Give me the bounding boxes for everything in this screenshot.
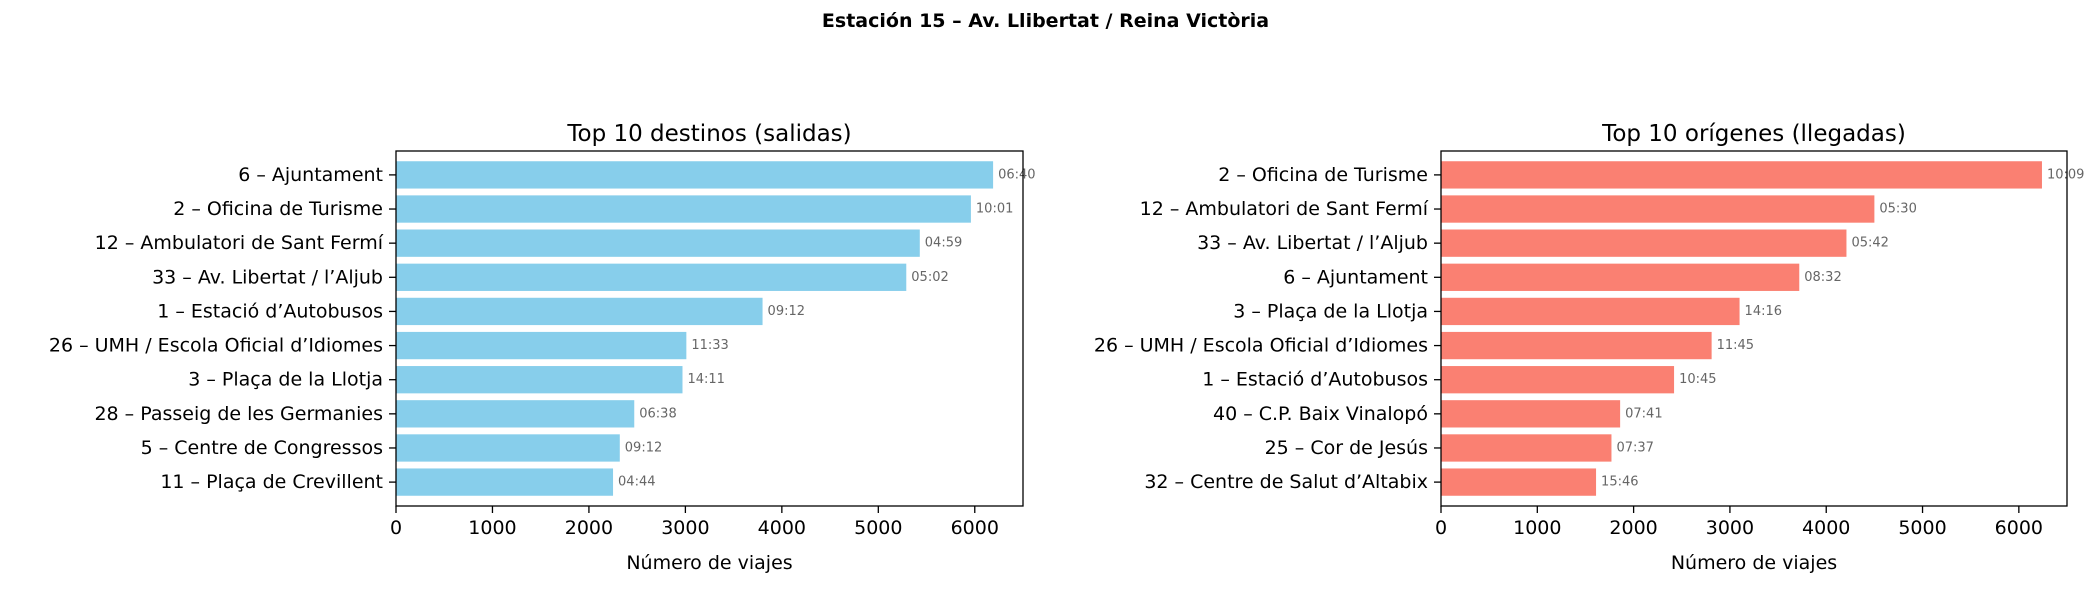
- bar: [1441, 297, 1740, 326]
- bar-value-label: 04:44: [618, 475, 655, 490]
- x-tick-label: 2000: [565, 517, 613, 539]
- page-title: Estación 15 – Av. Llibertat / Reina Vict…: [821, 10, 1270, 32]
- bar-value-label: 14:16: [1745, 304, 1782, 319]
- category-label: 40 – C.P. Baix Vinalopó: [1213, 403, 1428, 425]
- bar-value-label: 04:59: [925, 236, 962, 251]
- bar: [396, 195, 971, 223]
- bar: [396, 297, 763, 326]
- bar: [396, 468, 614, 496]
- bar-value-label: 10:45: [1679, 372, 1716, 387]
- x-tick-label: 3000: [661, 517, 709, 539]
- category-label: 1 – Estació d’Autobusos: [1202, 369, 1428, 391]
- bar-value-label: 09:12: [625, 440, 662, 455]
- bar: [1441, 229, 1847, 257]
- bar: [1441, 263, 1800, 291]
- bar: [1441, 366, 1675, 394]
- x-tick-label: 3000: [1706, 517, 1754, 539]
- category-label: 6 – Ajuntament: [238, 164, 383, 186]
- bar-value-label: 11:33: [691, 338, 728, 353]
- bar: [1441, 195, 1875, 223]
- category-label: 5 – Centre de Congressos: [141, 437, 383, 459]
- category-label: 11 – Plaça de Crevillent: [160, 471, 383, 493]
- bar: [1441, 468, 1597, 496]
- chart-panel-1: 6 – Ajuntament 06:40 2 – Oficina de Turism…: [49, 121, 1036, 574]
- x-axis-label: Número de viajes: [1671, 552, 1837, 574]
- category-label: 25 – Cor de Jesús: [1265, 437, 1428, 459]
- x-tick-label: 1000: [468, 517, 516, 539]
- bar-value-label: 06:40: [998, 167, 1035, 182]
- x-tick-label: 6000: [951, 517, 999, 539]
- bar: [396, 366, 683, 394]
- x-tick-label: 0: [390, 517, 402, 539]
- chart-title: Top 10 destinos (salidas): [566, 121, 851, 147]
- chart-panel-2: 2 – Oficina de Turisme 10:09 12 – Ambulato…: [1094, 121, 2085, 574]
- bar-value-label: 05:02: [911, 270, 948, 285]
- bar-value-label: 05:30: [1879, 202, 1916, 217]
- x-tick-label: 6000: [1995, 517, 2043, 539]
- bar-value-label: 07:37: [1616, 440, 1653, 455]
- bar: [396, 434, 620, 462]
- category-label: 26 – UMH / Escola Oficial d’Idiomes: [49, 335, 383, 357]
- bar-value-label: 08:32: [1804, 270, 1841, 285]
- plot-frame: [395, 150, 1024, 507]
- category-label: 33 – Av. Libertat / l’Aljub: [1197, 232, 1428, 254]
- category-label: 2 – Oficina de Turisme: [173, 198, 383, 220]
- bar-value-label: 09:12: [768, 304, 805, 319]
- category-label: 12 – Ambulatori de Sant Fermí: [1140, 198, 1429, 220]
- category-label: 6 – Ajuntament: [1283, 266, 1428, 288]
- category-label: 28 – Passeig de les Germanies: [94, 403, 383, 425]
- x-tick-label: 5000: [1898, 517, 1946, 539]
- x-axis-label: Número de viajes: [626, 552, 792, 574]
- bar-value-label: 05:42: [1851, 236, 1888, 251]
- bar: [1441, 434, 1612, 462]
- bar: [1441, 161, 2042, 189]
- x-tick-label: 5000: [854, 517, 902, 539]
- plot-frame: [1440, 150, 2068, 507]
- x-tick-label: 4000: [1802, 517, 1850, 539]
- x-tick-label: 0: [1435, 517, 1447, 539]
- x-tick-label: 4000: [758, 517, 806, 539]
- bar: [1441, 400, 1621, 428]
- category-label: 26 – UMH / Escola Oficial d’Idiomes: [1094, 335, 1428, 357]
- bar-value-label: 06:38: [639, 406, 676, 421]
- bar: [1441, 331, 1712, 360]
- bar: [396, 161, 994, 189]
- category-label: 33 – Av. Libertat / l’Aljub: [152, 266, 383, 288]
- category-label: 1 – Estació d’Autobusos: [157, 300, 383, 322]
- bar-value-label: 14:11: [687, 372, 724, 387]
- bar-value-label: 15:46: [1601, 475, 1638, 490]
- bar: [396, 263, 907, 291]
- bar: [396, 229, 920, 257]
- bar-value-label: 10:01: [976, 202, 1013, 217]
- category-label: 12 – Ambulatori de Sant Fermí: [95, 232, 384, 254]
- bar: [396, 331, 687, 360]
- category-label: 32 – Centre de Salut d’Altabix: [1144, 471, 1428, 493]
- category-label: 3 – Plaça de la Llotja: [188, 369, 383, 391]
- x-tick-label: 1000: [1513, 517, 1561, 539]
- x-tick-label: 2000: [1609, 517, 1657, 539]
- bar: [396, 400, 635, 428]
- chart-title: Top 10 orígenes (llegadas): [1601, 121, 1906, 147]
- category-label: 2 – Oficina de Turisme: [1218, 164, 1428, 186]
- bar-value-label: 07:41: [1625, 406, 1662, 421]
- bar-value-label: 11:45: [1717, 338, 1754, 353]
- bar-value-label: 10:09: [2047, 167, 2084, 182]
- category-label: 3 – Plaça de la Llotja: [1233, 300, 1428, 322]
